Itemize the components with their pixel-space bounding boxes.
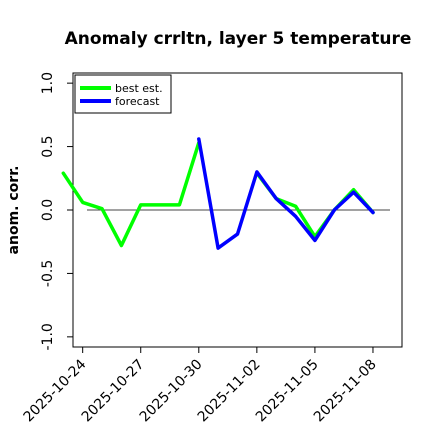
series-lines (61, 137, 375, 250)
chart-title: Anomaly crrltn, layer 5 temperature (65, 29, 412, 49)
legend: best est. forecast (74, 74, 172, 114)
y-tick-label: 0.0 (40, 199, 56, 221)
legend-label-forecast: forecast (115, 95, 160, 108)
x-tick-label: 2025-11-08 (311, 357, 380, 426)
x-axis: 2025-10-242025-10-272025-10-302025-11-02… (21, 347, 380, 425)
series-line-best-est-segment (255, 171, 375, 239)
y-axis: -1.0 -0.5 0.0 0.5 1.0 (40, 72, 73, 351)
y-tick-label: -1.0 (40, 323, 56, 350)
y-tick-label: 1.0 (40, 72, 56, 94)
legend-label-best-est: best est. (115, 82, 163, 95)
series-line-best-est (61, 141, 201, 248)
y-tick-label: -0.5 (40, 260, 56, 287)
y-tick-label: 0.5 (40, 135, 56, 157)
y-axis-label: anom. corr. (6, 166, 22, 255)
series-line-forecast (197, 137, 375, 250)
legend-box (74, 74, 172, 114)
